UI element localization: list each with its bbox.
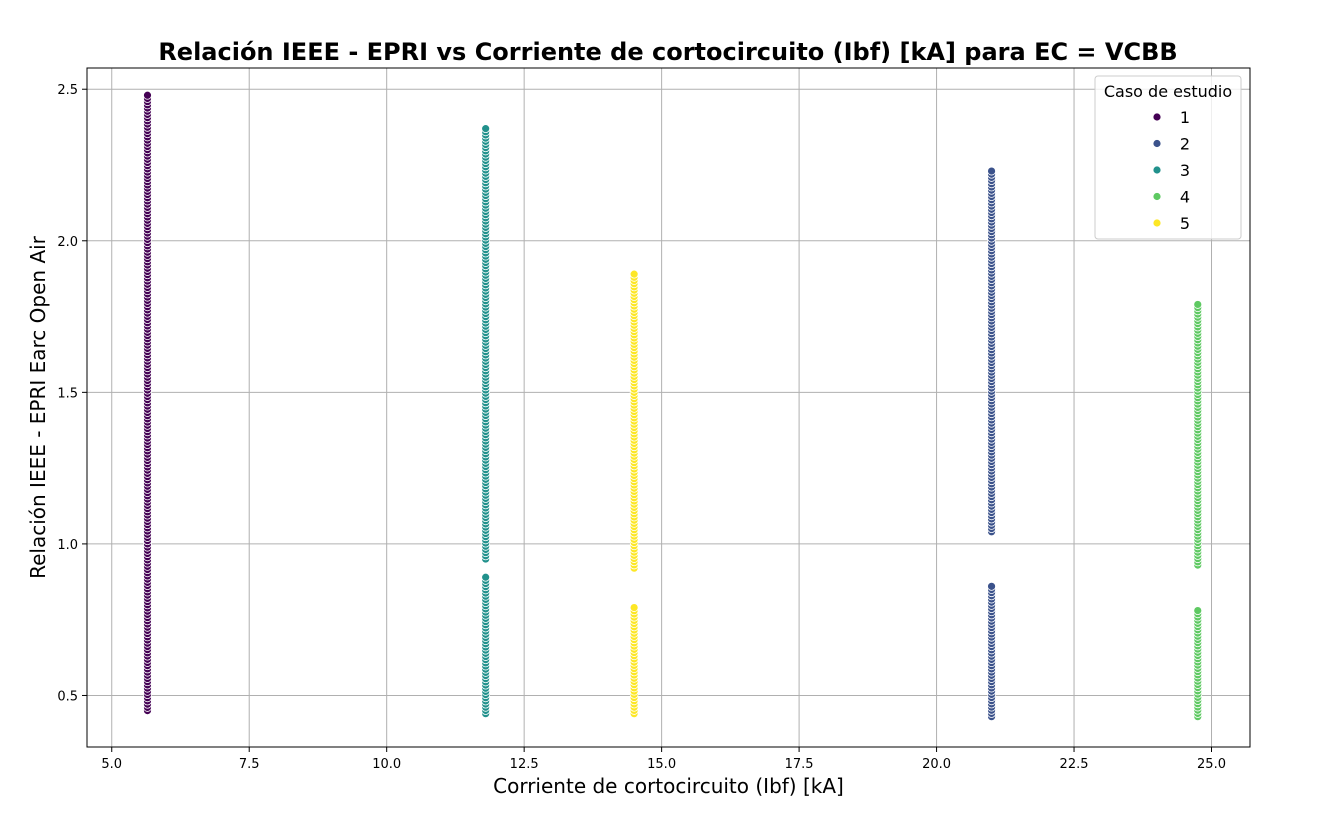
x-tick-label: 12.5	[510, 757, 539, 772]
legend-label: 4	[1180, 188, 1190, 207]
legend-marker	[1152, 192, 1162, 201]
axis-ticks: 5.0 7.5 10.0 12.5 15.0 17.5 20.0 22.5 25.00.51.0…	[57, 83, 1226, 772]
legend-marker	[1152, 218, 1162, 228]
legend-label: 3	[1180, 161, 1190, 180]
data-point	[1193, 300, 1203, 309]
legend-label: 1	[1180, 108, 1190, 127]
data-point	[481, 572, 491, 582]
x-axis-label: Corriente de cortocircuito (Ibf) [kA]	[493, 774, 844, 798]
series-2-points	[987, 166, 996, 722]
legend-item-2: 2	[1152, 135, 1190, 154]
legend-item-4: 4	[1152, 188, 1190, 207]
series-1-points	[143, 90, 152, 716]
legend-marker	[1152, 112, 1162, 122]
x-tick-label: 22.5	[1060, 757, 1089, 772]
series-4-points	[1193, 300, 1203, 722]
data-points	[143, 90, 1203, 722]
legend-title: Caso de estudio	[1104, 82, 1232, 101]
data-point	[987, 166, 996, 176]
y-tick-label: 2.5	[57, 83, 78, 98]
plot-area	[86, 67, 1251, 748]
x-tick-label: 17.5	[785, 757, 814, 772]
legend-label: 5	[1180, 214, 1190, 233]
y-tick-label: 0.5	[57, 689, 78, 704]
data-point	[629, 269, 639, 279]
x-tick-label: 5.0	[101, 757, 122, 772]
chart-title: Relación IEEE - EPRI vs Corriente de cor…	[158, 38, 1177, 66]
legend-label: 2	[1180, 135, 1190, 154]
legend: Caso de estudio 1 2 3 4 5	[1094, 75, 1242, 240]
legend-item-5: 5	[1152, 214, 1190, 233]
series-3-points	[481, 124, 491, 719]
y-axis-label: Relación IEEE - EPRI Earc Open Air	[26, 235, 50, 579]
data-point	[629, 603, 639, 612]
x-tick-label: 10.0	[372, 757, 401, 772]
series-5-points	[629, 269, 639, 719]
legend-marker	[1152, 165, 1162, 175]
legend-marker	[1152, 139, 1162, 148]
y-tick-label: 1.5	[57, 386, 78, 401]
x-tick-label: 7.5	[239, 757, 260, 772]
data-point	[987, 581, 996, 591]
data-point	[1193, 606, 1203, 615]
y-tick-label: 2.0	[57, 235, 78, 250]
x-tick-label: 20.0	[922, 757, 951, 772]
legend-items: 1 2 3 4 5	[1152, 108, 1190, 233]
x-tick-label: 25.0	[1197, 757, 1226, 772]
data-point	[143, 90, 152, 100]
legend-item-1: 1	[1152, 108, 1190, 127]
legend-box	[1094, 75, 1242, 240]
legend-item-3: 3	[1152, 161, 1190, 180]
x-tick-label: 15.0	[647, 757, 676, 772]
y-tick-label: 1.0	[57, 538, 78, 553]
data-point	[481, 124, 491, 134]
